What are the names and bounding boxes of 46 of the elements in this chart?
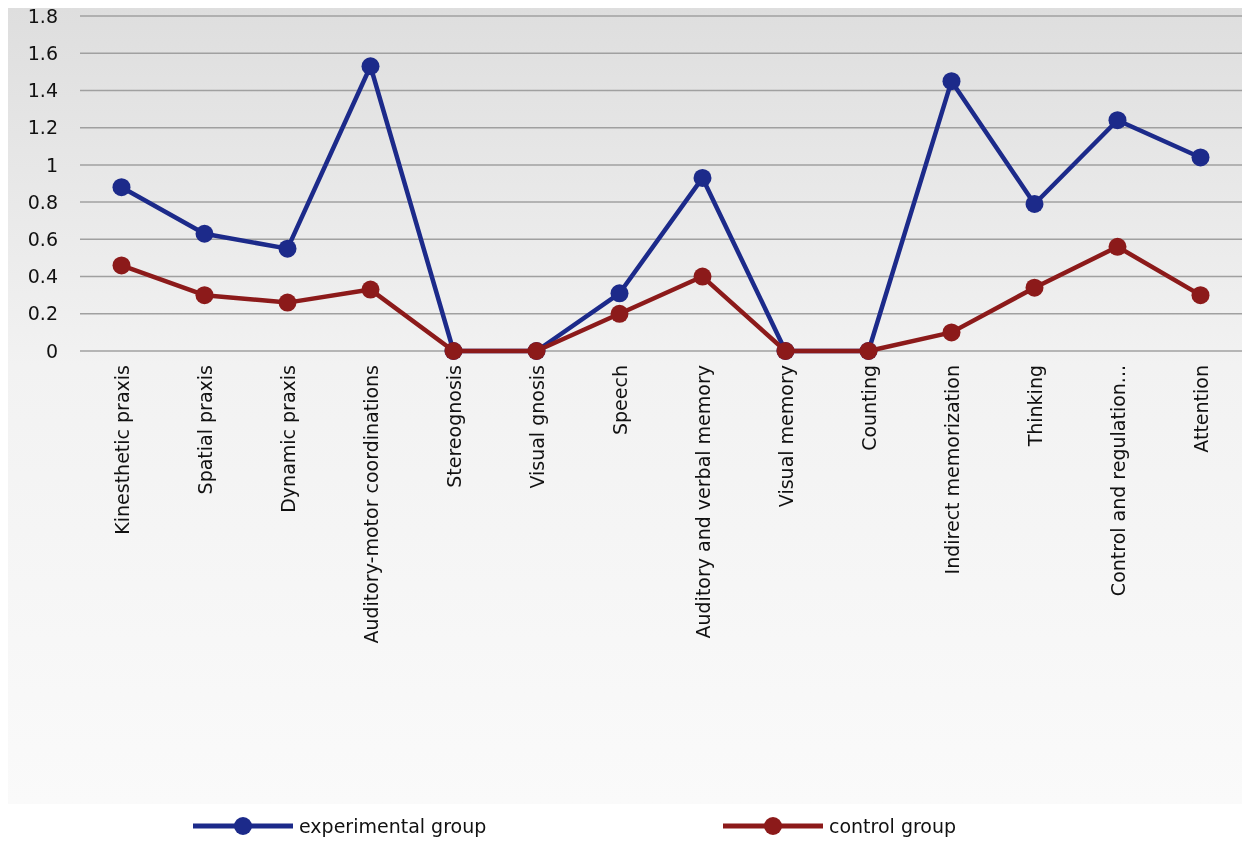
point	[942, 72, 961, 91]
x-tick-label: Visual memory	[774, 365, 797, 508]
point	[195, 286, 214, 305]
point	[1025, 194, 1044, 213]
y-tick-label: 0.4	[27, 265, 58, 288]
point	[610, 304, 629, 323]
legend-label: experimental group	[299, 814, 487, 837]
x-tick-label: Indirect memorization	[940, 365, 963, 575]
point	[1108, 237, 1127, 256]
x-tick-label: Kinesthetic praxis	[110, 365, 133, 535]
x-tick-label: Control and regulation...	[1106, 365, 1129, 597]
y-tick-label: 0.8	[27, 190, 58, 213]
point	[942, 323, 961, 342]
point	[693, 168, 712, 187]
point	[361, 280, 380, 299]
legend-label: control group	[829, 814, 957, 837]
y-tick-label: 1	[45, 153, 58, 176]
point	[1191, 148, 1210, 167]
point	[112, 178, 131, 197]
y-tick-label: 1.2	[27, 116, 58, 139]
x-tick-label: Auditory-motor coordinations	[359, 365, 382, 644]
x-tick-label: Counting	[857, 365, 880, 451]
point	[278, 293, 297, 312]
y-tick-label: 0.2	[27, 302, 58, 325]
point	[1191, 286, 1210, 305]
y-tick-label: 0.6	[27, 227, 58, 250]
point	[195, 224, 214, 243]
y-tick-label: 1.4	[27, 79, 58, 102]
x-tick-label: Spatial praxis	[193, 365, 216, 495]
y-tick-label: 1.6	[27, 41, 58, 64]
x-tick-label: Stereognosis	[442, 365, 465, 488]
point	[278, 239, 297, 258]
y-tick-label: 1.8	[27, 4, 58, 27]
point	[361, 57, 380, 76]
point	[1108, 111, 1127, 130]
x-tick-label: Dynamic praxis	[276, 365, 299, 513]
x-tick-label: Attention	[1189, 365, 1212, 453]
point	[693, 267, 712, 286]
point	[112, 256, 131, 275]
x-tick-label: Speech	[608, 365, 631, 435]
point	[610, 284, 629, 303]
x-tick-label: Auditory and verbal memory	[691, 365, 714, 639]
x-tick-label: Visual gnosis	[525, 365, 548, 489]
y-tick-label: 0	[45, 339, 58, 362]
x-tick-label: Thinking	[1023, 365, 1046, 448]
point	[1025, 278, 1044, 297]
